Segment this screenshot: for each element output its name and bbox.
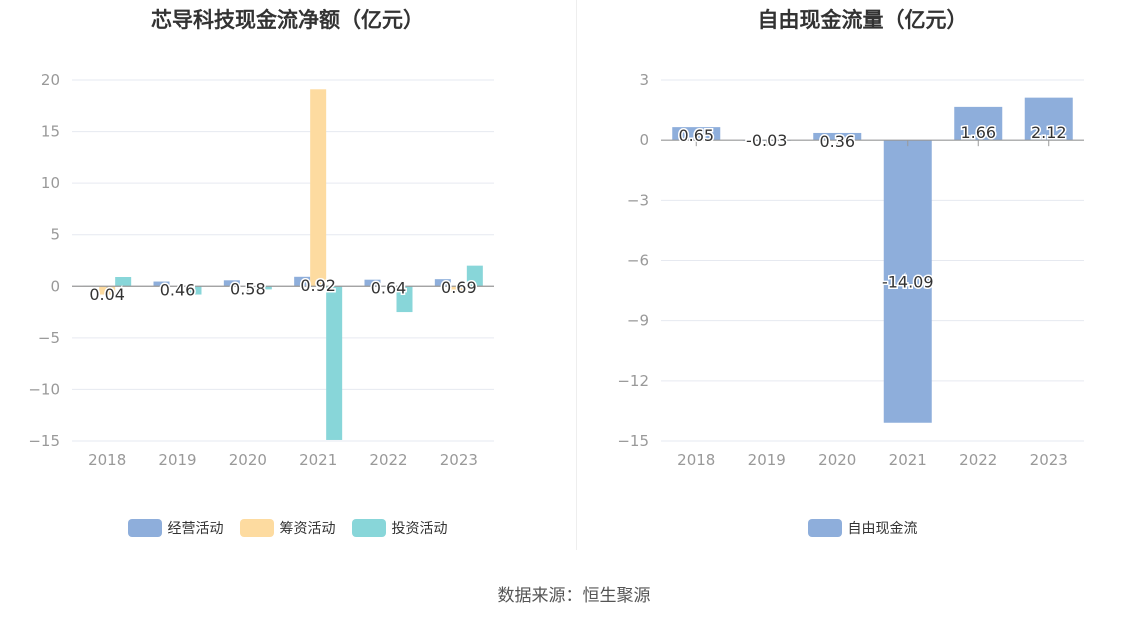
bar-自由现金流 bbox=[672, 127, 721, 141]
legend-label: 经营活动 bbox=[167, 521, 224, 537]
data-label: 0.46 bbox=[160, 281, 196, 300]
data-label: 0.92 bbox=[300, 276, 336, 295]
data-label: 0.69 bbox=[441, 278, 477, 297]
bar-投资活动 bbox=[185, 286, 202, 295]
x-tick-label: 2018 bbox=[677, 451, 715, 469]
bar-经营活动 bbox=[223, 280, 240, 287]
bar-筹资活动 bbox=[310, 89, 327, 287]
cashflow-chart-svg: 20 15 10 5 0 −5 −10 −15 2018 2019 2020 2021 2022 2023… bbox=[28, 71, 494, 469]
data-label: 0.36 bbox=[819, 132, 855, 151]
y-tick-label: 0 bbox=[50, 277, 60, 295]
bar-投资活动 bbox=[326, 286, 343, 440]
chart-legend: 经营活动 筹资活动 投资活动 bbox=[0, 518, 575, 538]
x-tick-label: 2022 bbox=[959, 451, 997, 469]
bar-自由现金流 bbox=[954, 106, 1003, 141]
free-cashflow-chart-svg: 3 0 −3 −6 −9 −12 −15 2018 2019 2020 2021 2022 2023 0.… bbox=[617, 71, 1084, 469]
bar-经营活动 bbox=[294, 276, 311, 287]
legend-label: 投资活动 bbox=[391, 521, 448, 537]
bar-自由现金流 bbox=[883, 140, 932, 423]
data-label: 0.64 bbox=[371, 279, 407, 298]
legend-item[interactable]: 经营活动 bbox=[127, 518, 224, 538]
y-tick-label: −15 bbox=[28, 432, 60, 450]
x-tick-label: 2020 bbox=[229, 451, 267, 469]
bar-经营活动 bbox=[364, 279, 381, 287]
chart-legend: 自由现金流 bbox=[577, 518, 1148, 538]
data-label: 0.65 bbox=[678, 126, 714, 145]
data-label: -0.03 bbox=[746, 131, 787, 150]
data-source-note: 数据来源：恒生聚源 bbox=[497, 586, 651, 606]
legend-swatch bbox=[807, 519, 842, 537]
legend-item[interactable]: 筹资活动 bbox=[239, 518, 336, 538]
legend-label: 自由现金流 bbox=[847, 521, 918, 537]
y-tick-label: 5 bbox=[50, 226, 60, 244]
bar-投资活动 bbox=[255, 286, 272, 290]
y-tick-label: −15 bbox=[617, 432, 649, 450]
x-tick-label: 2023 bbox=[440, 451, 478, 469]
bar-投资活动 bbox=[115, 277, 132, 287]
y-tick-label: 10 bbox=[41, 174, 60, 192]
x-tick-label: 2020 bbox=[818, 451, 856, 469]
y-tick-label: −9 bbox=[627, 312, 649, 330]
legend-item[interactable]: 自由现金流 bbox=[807, 518, 918, 538]
y-tick-label: −10 bbox=[28, 380, 60, 398]
x-tick-label: 2022 bbox=[369, 451, 407, 469]
panel-divider bbox=[576, 0, 577, 550]
x-tick-label: 2021 bbox=[889, 451, 927, 469]
y-tick-label: −6 bbox=[627, 252, 649, 270]
y-tick-label: −5 bbox=[38, 329, 60, 347]
y-tick-label: −12 bbox=[617, 372, 649, 390]
bar-自由现金流 bbox=[1024, 97, 1073, 141]
free-cashflow-chart-panel: 自由现金流量（亿元） 3 0 −3 −6 −9 −12 −15 2018 2019 2020 202… bbox=[577, 0, 1148, 560]
data-label: -14.09 bbox=[882, 272, 934, 291]
data-label: 2.12 bbox=[1031, 123, 1067, 142]
y-tick-label: 0 bbox=[639, 131, 649, 149]
y-tick-label: 15 bbox=[41, 123, 60, 141]
legend-swatch bbox=[239, 519, 274, 537]
y-tick-label: −3 bbox=[627, 191, 649, 209]
legend-label: 筹资活动 bbox=[279, 521, 336, 537]
data-label: 1.66 bbox=[960, 123, 996, 142]
y-tick-label: 3 bbox=[639, 71, 649, 89]
data-label: 0.04 bbox=[89, 285, 125, 304]
bar-经营活动 bbox=[153, 281, 170, 287]
chart-title: 自由现金流量（亿元） bbox=[757, 8, 968, 32]
x-tick-label: 2019 bbox=[158, 451, 196, 469]
legend-swatch bbox=[351, 519, 386, 537]
legend-swatch bbox=[127, 519, 162, 537]
cashflow-chart-panel: 芯导科技现金流净额（亿元） 20 15 10 5 0 −5 −10 −15 2018 2019 20… bbox=[0, 0, 575, 560]
legend-item[interactable]: 投资活动 bbox=[351, 518, 448, 538]
x-tick-label: 2021 bbox=[299, 451, 337, 469]
bar-经营活动 bbox=[434, 279, 451, 287]
x-tick-label: 2019 bbox=[748, 451, 786, 469]
chart-title: 芯导科技现金流净额（亿元） bbox=[151, 8, 424, 32]
y-tick-label: 20 bbox=[41, 71, 60, 89]
bar-自由现金流 bbox=[813, 132, 862, 141]
x-tick-label: 2018 bbox=[88, 451, 126, 469]
bar-投资活动 bbox=[396, 286, 413, 313]
x-tick-label: 2023 bbox=[1030, 451, 1068, 469]
bar-投资活动 bbox=[466, 265, 483, 287]
data-label: 0.58 bbox=[230, 279, 266, 298]
